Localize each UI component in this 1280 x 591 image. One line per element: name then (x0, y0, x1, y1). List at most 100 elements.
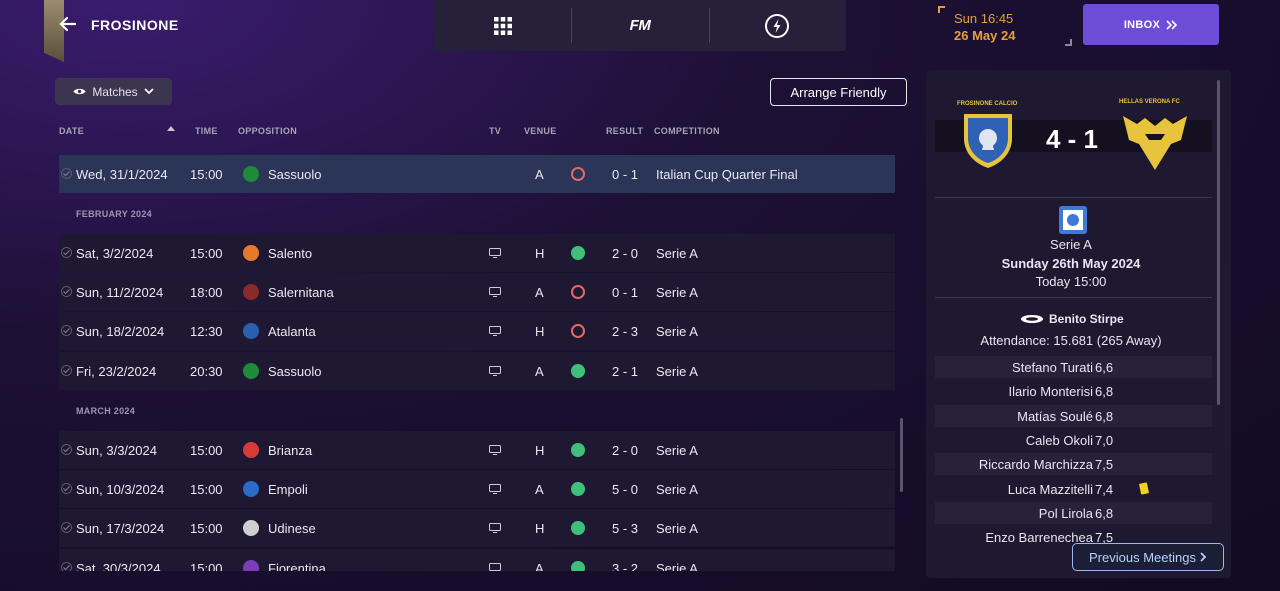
arrange-friendly-button[interactable]: Arrange Friendly (770, 78, 907, 106)
fixture-row[interactable]: Fri, 23/2/2024 20:30 Sassuolo A 2 - 1 Serie A (59, 352, 895, 390)
fixture-row[interactable]: Sat, 3/2/2024 15:00 Salento H 2 - 0 Serie A (59, 234, 895, 272)
fixture-score[interactable]: 2 - 0 (612, 443, 639, 458)
opponent-name[interactable]: Atalanta (268, 324, 316, 339)
final-score: 4 - 1 (1045, 124, 1099, 154)
away-team-crest[interactable] (1119, 110, 1191, 172)
previous-meetings-button[interactable]: Previous Meetings (1072, 543, 1224, 571)
current-time: Sun 16:45 (954, 11, 1014, 26)
result-loss-indicator (571, 324, 585, 338)
opponent-name[interactable]: Salento (268, 246, 313, 261)
opponent-name[interactable]: Sassuolo (268, 364, 322, 379)
result-win-indicator (571, 561, 585, 571)
result-win-indicator (571, 364, 585, 378)
attendance: Attendance: 15.681 (265 Away) (980, 333, 1162, 348)
player-rating-row[interactable]: Stefano Turati 6,6 (935, 356, 1212, 378)
player-name: Stefano Turati (1012, 360, 1093, 375)
opponent-name[interactable]: Brianza (268, 443, 313, 458)
player-rating-row[interactable]: Luca Mazzitelli 7,4 (935, 478, 1212, 500)
fixture-venue: H (535, 324, 545, 339)
fixture-score[interactable]: 0 - 1 (612, 167, 639, 182)
fixture-time: 15:00 (190, 561, 223, 571)
fixture-row[interactable]: Sun, 11/2/2024 18:00 Salernitana A 0 - 1 Seri… (59, 273, 895, 311)
opponent-name[interactable]: Udinese (268, 521, 316, 536)
fm-home-button[interactable]: FM (571, 0, 708, 51)
fixture-list: FEBRUARY 2024 MARCH 2024 Wed, 31/1/2024 1… (59, 155, 895, 571)
inbox-button[interactable]: INBOX (1083, 4, 1219, 45)
opponent-name[interactable]: Sassuolo (268, 167, 322, 182)
back-arrow-icon (59, 16, 77, 32)
column-header-venue[interactable]: VENUE (524, 126, 557, 136)
game-date-clock[interactable]: Sun 16:45 26 May 24 (938, 6, 1072, 46)
fixture-score[interactable]: 3 - 2 (612, 561, 639, 571)
home-team-crest[interactable] (958, 110, 1018, 170)
fixture-score[interactable]: 2 - 1 (612, 364, 639, 379)
player-name: Riccardo Marchizza (978, 457, 1093, 473)
player-name: Ilario Monterisi (1008, 384, 1093, 400)
panel-scrollbar[interactable] (1217, 80, 1220, 405)
player-rating-row[interactable]: Caleb Okoli 7,0 (935, 429, 1212, 451)
eye-icon (73, 88, 86, 95)
column-header-competition[interactable]: COMPETITION (654, 126, 720, 136)
opponent-crest-icon (243, 520, 259, 536)
stadium-icon (1021, 315, 1043, 323)
fixture-venue: H (535, 521, 545, 536)
chevron-right-icon (1200, 552, 1207, 562)
fixture-row[interactable]: Sun, 17/3/2024 15:00 Udinese H 5 - 3 Serie A (59, 509, 895, 547)
fixture-competition: Serie A (656, 443, 698, 458)
fixture-date: Sat, 30/3/2024 (76, 561, 161, 571)
corner-decoration (1065, 39, 1072, 46)
grid-menu-button[interactable] (434, 0, 571, 51)
fixture-venue: A (535, 285, 544, 300)
player-rating-row[interactable]: Riccardo Marchizza 7,5 (935, 453, 1212, 476)
grid-icon (493, 16, 512, 35)
fixture-score[interactable]: 0 - 1 (612, 285, 639, 300)
fixture-score[interactable]: 5 - 3 (612, 521, 639, 536)
quick-actions-button[interactable] (708, 0, 846, 51)
club-name[interactable]: FROSINONE (91, 17, 179, 33)
fixture-list-scrollbar[interactable] (900, 418, 903, 492)
fixture-row[interactable]: Sun, 3/3/2024 15:00 Brianza H 2 - 0 Serie A (59, 431, 895, 469)
column-header-opposition[interactable]: OPPOSITION (238, 126, 298, 136)
column-header-tv[interactable]: TV (489, 126, 502, 136)
player-rating-row[interactable]: Ilario Monterisi 6,8 (935, 380, 1212, 402)
fixture-score[interactable]: 2 - 3 (612, 324, 639, 339)
player-name: Enzo Barrenechea (985, 530, 1093, 546)
sort-ascending-icon (167, 126, 175, 131)
column-header-time[interactable]: TIME (195, 126, 218, 136)
tv-icon (489, 445, 501, 455)
back-button[interactable] (56, 12, 80, 36)
opponent-crest-icon (243, 323, 259, 339)
fixture-row[interactable]: Sat, 30/3/2024 15:00 Fiorentina A 3 - 2 Serie… (59, 549, 895, 571)
check-icon (61, 286, 72, 297)
result-loss-indicator (571, 285, 585, 299)
player-rating-row[interactable]: Enzo Barrenechea 7,5 (935, 526, 1212, 548)
fixture-row[interactable]: Sun, 10/3/2024 15:00 Empoli A 5 - 0 Serie A (59, 470, 895, 508)
player-rating-row[interactable]: Matías Soulé 6,8 (935, 404, 1212, 427)
opponent-name[interactable]: Fiorentina (268, 561, 326, 571)
fixture-row[interactable]: Sun, 18/2/2024 12:30 Atalanta H 2 - 3 Serie A (59, 312, 895, 350)
fixture-venue: H (535, 246, 545, 261)
fixture-score[interactable]: 2 - 0 (612, 246, 639, 261)
fixture-time: 18:00 (190, 285, 223, 300)
tv-icon (489, 563, 501, 571)
column-header-date[interactable]: DATE (59, 126, 85, 136)
tv-icon (489, 287, 501, 297)
player-rating: 7,0 (1095, 432, 1114, 448)
player-rating-row[interactable]: Pol Lirola 6,8 (935, 501, 1212, 524)
opponent-name[interactable]: Salernitana (268, 285, 334, 300)
stadium-name: Benito Stirpe (1049, 312, 1124, 326)
fixture-score[interactable]: 5 - 0 (612, 482, 639, 497)
tv-icon (489, 366, 501, 376)
double-chevron-right-icon (1166, 19, 1178, 30)
view-dropdown[interactable]: Matches (55, 78, 172, 105)
check-icon (61, 325, 72, 336)
opponent-name[interactable]: Empoli (268, 482, 308, 497)
result-loss-indicator (571, 167, 585, 181)
fixture-row[interactable]: Wed, 31/1/2024 15:00 Sassuolo A 0 - 1 Italian… (59, 155, 895, 193)
fixture-date: Sun, 10/3/2024 (76, 482, 165, 497)
top-bar: FROSINONE FM Sun 16:45 26 May 24 (0, 0, 1280, 62)
opponent-crest-icon (243, 560, 259, 571)
result-win-indicator (571, 521, 585, 535)
check-icon (61, 562, 72, 571)
column-header-result[interactable]: RESULT (606, 126, 644, 136)
